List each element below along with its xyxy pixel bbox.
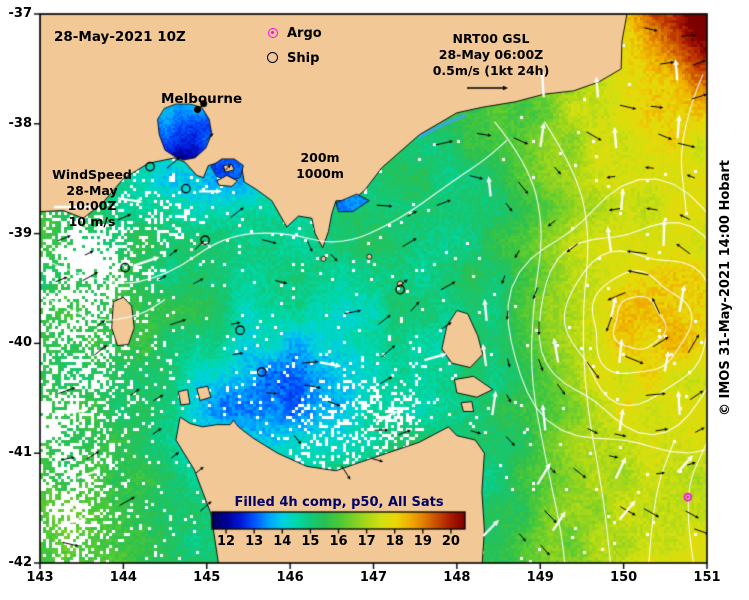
x-tick-label: 144 <box>109 570 137 585</box>
x-tick-label: 145 <box>193 570 221 585</box>
wind-reference-block: WindSpeed 28-May 10:00Z 10 m/s <box>42 167 142 229</box>
wind-ref-line1: WindSpeed <box>52 167 132 182</box>
gsl-ref-line2: 28-May 06:00Z <box>438 47 544 62</box>
x-tick-label: 148 <box>443 570 471 585</box>
colorbar-tick-label: 15 <box>301 534 320 549</box>
y-tick-label: -37 <box>8 6 33 21</box>
x-tick-label: 146 <box>276 570 304 585</box>
melbourne-dot <box>194 106 201 113</box>
colorbar-tick-label: 17 <box>357 534 376 549</box>
y-tick-label: -39 <box>8 225 33 241</box>
argo-legend-icon <box>268 28 278 38</box>
y-tick-label: -42 <box>8 555 33 570</box>
ship-legend-label: Ship <box>287 51 320 66</box>
melbourne-label: Melbourne <box>161 91 243 107</box>
wind-ref-line3: 10 m/s <box>68 213 116 229</box>
gsl-reference-block: NRT00 GSL 28-May 06:00Z 0.5m/s (1kt 24h) <box>424 31 558 79</box>
x-tick-label: 150 <box>610 570 638 585</box>
colorbar-tick-label: 20 <box>441 534 460 549</box>
y-tick-label: -38 <box>8 115 33 131</box>
x-tick-label: 151 <box>693 570 721 585</box>
colorbar-tick-label: 19 <box>413 534 432 549</box>
depth-1000m-label: 1000m <box>296 165 344 181</box>
credit-label: © IMOS 31-May-2021 14:00 Hobart <box>718 159 733 417</box>
depth-200m-label: 200m <box>300 150 340 165</box>
x-tick-label: 147 <box>359 570 388 585</box>
colorbar-tick-label: 12 <box>217 534 236 549</box>
gsl-ref-line3: 0.5m/s (1kt 24h) <box>432 63 550 78</box>
y-tick-label: -40 <box>8 335 33 351</box>
x-tick-label: 143 <box>26 570 54 585</box>
y-tick-label: -41 <box>8 445 33 461</box>
depth-contour-labels: 200m 1000m <box>294 150 346 181</box>
colorbar-tick-label: 18 <box>385 534 404 549</box>
wind-ref-line2: 28-May 10:00Z <box>66 182 118 214</box>
colorbar-title: Filled 4h comp, p50, All Sats <box>234 495 444 510</box>
x-tick-label: 149 <box>526 570 554 585</box>
colorbar-tick-label: 13 <box>245 534 264 549</box>
gsl-ref-line1: NRT00 GSL <box>452 31 530 46</box>
date-label: 28-May-2021 10Z <box>54 29 186 45</box>
colorbar-tick-label: 16 <box>329 534 348 549</box>
ship-legend-icon <box>267 52 278 63</box>
argo-legend-label: Argo <box>287 26 322 41</box>
argo-dot-icon <box>271 31 274 34</box>
colorbar-tick-label: 14 <box>273 534 292 549</box>
